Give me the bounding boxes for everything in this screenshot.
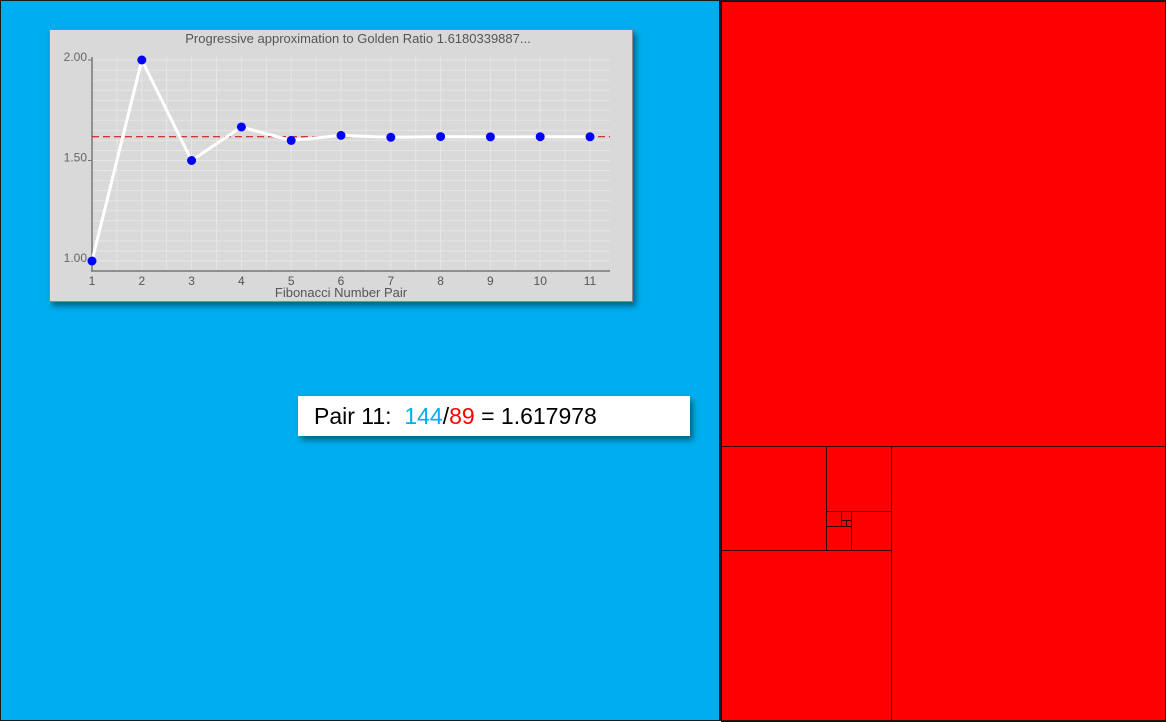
chart-title: Progressive approximation to Golden Rati… [185, 31, 530, 46]
x-tick-label: 7 [387, 274, 394, 288]
fib-square-mid-right [851, 511, 892, 551]
ratio-display: Pair 11: 144/89 = 1.617978 [298, 396, 690, 436]
fib-square-right [891, 446, 1166, 722]
y-tick-label: 1.50 [64, 151, 88, 165]
x-tick-labels: 1 2 3 4 5 6 7 8 9 10 11 [89, 274, 597, 288]
x-tick-label: 3 [188, 274, 195, 288]
chart-panel: 1.00 1.50 2.00 1 2 3 4 5 6 7 8 9 10 11 Progressive a… [49, 29, 633, 302]
fib-square-large-top [721, 1, 1166, 447]
x-tick-label: 11 [584, 274, 597, 288]
fib-square-small-4 [846, 520, 852, 527]
pair-label: Pair 11: [314, 403, 392, 429]
ratio-slash: / [442, 403, 450, 429]
x-tick-label: 5 [288, 274, 295, 288]
data-point [436, 132, 446, 142]
data-point [137, 55, 147, 65]
data-point [187, 156, 197, 165]
fib-square-left [721, 446, 827, 551]
x-tick-label: 10 [534, 274, 548, 288]
denominator-value: 89 [449, 403, 475, 429]
data-point [585, 132, 595, 142]
y-tick-label: 2.00 [64, 50, 88, 64]
data-point [87, 256, 97, 266]
red-region [720, 0, 1166, 722]
fib-square-small-1 [826, 511, 842, 527]
data-point [286, 135, 296, 145]
chart-grid [91, 57, 610, 271]
x-tick-label: 6 [338, 274, 345, 288]
data-point [236, 122, 246, 132]
data-point [386, 132, 396, 142]
x-tick-label: 4 [238, 274, 245, 288]
y-tick-labels: 1.00 1.50 2.00 [64, 50, 92, 265]
fib-square-bottom-left [721, 550, 892, 722]
fib-square-mid-bottom [826, 526, 852, 551]
data-point [336, 130, 346, 140]
x-axis-label: Fibonacci Number Pair [275, 285, 408, 300]
numerator-value: 144 [404, 403, 443, 429]
x-tick-label: 2 [138, 274, 145, 288]
equals-sign: = [481, 403, 495, 429]
x-tick-label: 9 [487, 274, 494, 288]
data-point [485, 132, 495, 142]
fib-square-upper-mid [826, 446, 892, 512]
ratio-result: 1.617978 [500, 403, 597, 429]
data-points [87, 55, 595, 266]
y-tick-label: 1.00 [64, 251, 88, 265]
x-tick-label: 1 [89, 274, 96, 288]
x-tick-label: 8 [437, 274, 444, 288]
data-point [535, 132, 545, 142]
golden-ratio-chart: 1.00 1.50 2.00 1 2 3 4 5 6 7 8 9 10 11 Progressive a… [64, 31, 610, 300]
